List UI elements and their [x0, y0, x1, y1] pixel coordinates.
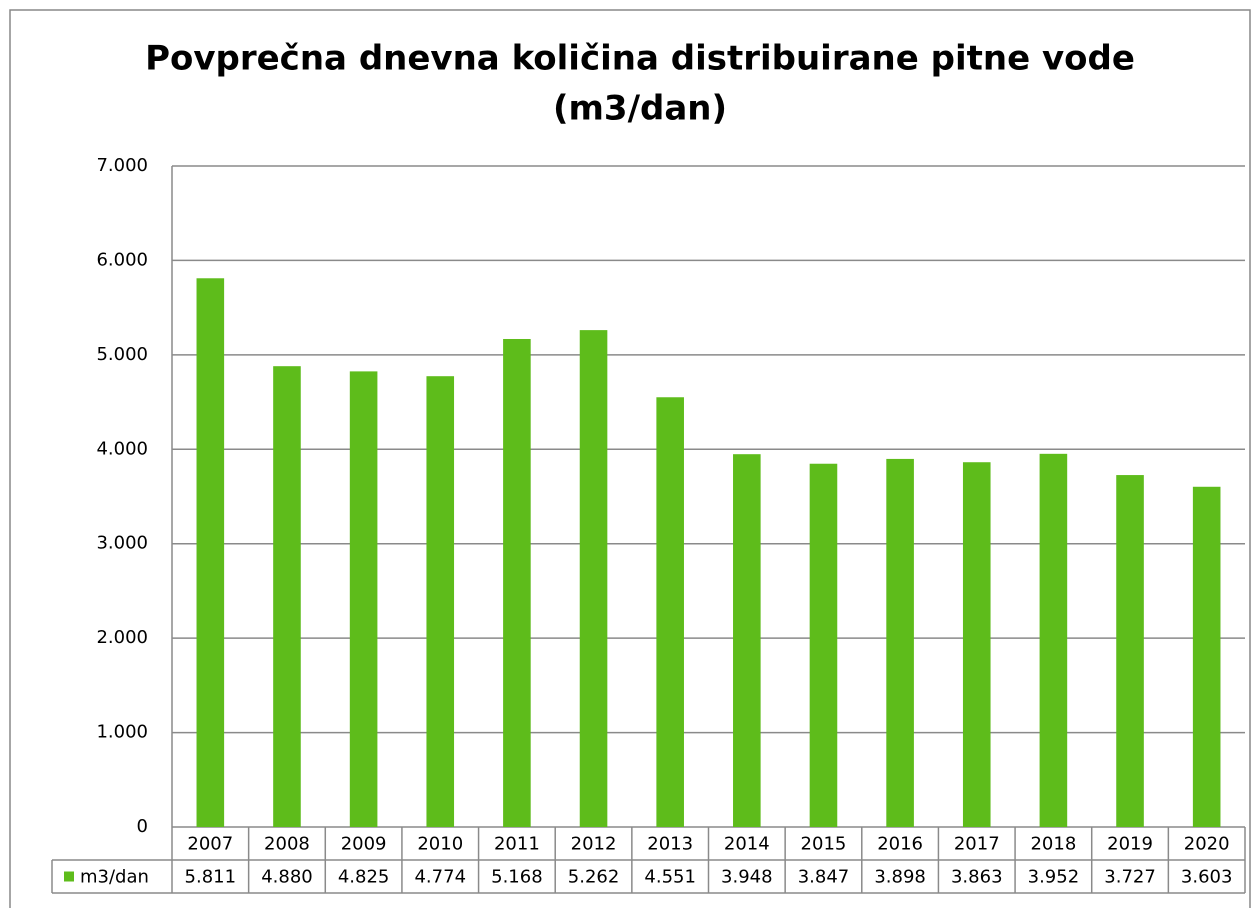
data-table-value: 3.952 — [1028, 867, 1080, 888]
bar — [196, 278, 225, 827]
x-tick-label: 2010 — [417, 834, 463, 855]
data-table-value: 3.948 — [721, 867, 773, 888]
x-tick-label: 2011 — [494, 834, 540, 855]
x-tick-label: 2015 — [801, 834, 847, 855]
x-tick-label: 2009 — [341, 834, 387, 855]
bar — [579, 330, 608, 827]
data-table-value: 3.898 — [874, 867, 926, 888]
x-tick-label: 2014 — [724, 834, 770, 855]
bar — [1039, 453, 1068, 827]
legend-swatch — [64, 871, 74, 882]
bar — [733, 454, 761, 827]
y-tick-label: 3.000 — [96, 533, 148, 554]
x-tick-label: 2020 — [1184, 834, 1230, 855]
x-tick-label: 2013 — [647, 834, 693, 855]
y-tick-label: 2.000 — [96, 627, 148, 648]
y-tick-label: 7.000 — [96, 155, 148, 176]
data-table-value: 5.811 — [185, 867, 237, 888]
chart-title: Povprečna dnevna količina distribuirane … — [145, 39, 1135, 79]
bar — [962, 462, 991, 827]
data-table-value: 3.603 — [1181, 867, 1233, 888]
bar — [349, 371, 378, 827]
x-tick-label: 2016 — [877, 834, 923, 855]
x-tick-label: 2012 — [571, 834, 617, 855]
x-tick-label: 2017 — [954, 834, 1000, 855]
data-table-value: 5.168 — [491, 867, 543, 888]
bar — [1116, 475, 1144, 827]
y-tick-label: 4.000 — [96, 438, 148, 459]
data-table-value: 4.825 — [338, 867, 390, 888]
data-table-value: 4.551 — [644, 867, 696, 888]
x-tick-label: 2018 — [1030, 834, 1076, 855]
x-tick-label: 2008 — [264, 834, 310, 855]
bar — [886, 458, 914, 827]
y-tick-label: 1.000 — [96, 722, 148, 743]
data-table-value: 4.774 — [414, 867, 466, 888]
chart-title: (m3/dan) — [553, 89, 727, 129]
data-table-value: 3.727 — [1104, 867, 1156, 888]
bar — [656, 397, 684, 827]
data-table-value: 4.880 — [261, 867, 313, 888]
bar — [273, 366, 301, 827]
legend-label: m3/dan — [80, 867, 149, 888]
data-table-value: 3.863 — [951, 867, 1003, 888]
y-tick-label: 5.000 — [96, 344, 148, 365]
bar — [809, 463, 838, 827]
bar — [503, 338, 531, 827]
bar — [1192, 486, 1221, 827]
y-tick-label: 0 — [137, 816, 148, 837]
data-table-value: 3.847 — [798, 867, 850, 888]
x-tick-label: 2007 — [187, 834, 233, 855]
bar — [426, 376, 455, 827]
data-table-value: 5.262 — [568, 867, 620, 888]
y-tick-label: 6.000 — [96, 249, 148, 270]
x-tick-label: 2019 — [1107, 834, 1153, 855]
